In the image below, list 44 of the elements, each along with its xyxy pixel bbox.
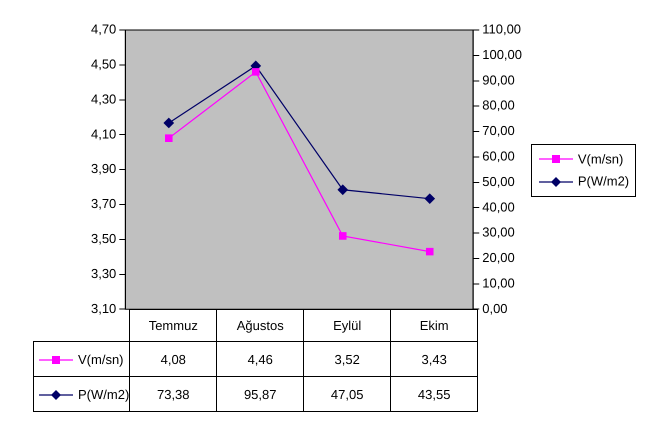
y2-tick-label: 60,00 [482,148,515,164]
y-tick-label: 4,70 [90,22,116,37]
x-tick-label: Temmuz [130,310,217,342]
text: P(W/m2) [78,387,130,402]
y2-tick-label: 110,00 [482,22,522,37]
y2-tick-label: 30,00 [482,224,515,240]
text: 95,87 [244,386,276,402]
x-tick-label: Ağustos [216,310,304,342]
y-tick-label: 3,10 [90,300,116,316]
y2-tick-label: 40,00 [482,199,515,214]
point [165,134,173,142]
legend-label: P(W/m2) [578,174,630,189]
legend-label: V(m/sn) [78,352,124,368]
y2-tick-label: 0,00 [482,300,508,316]
point [424,194,435,204]
text: 3,52 [334,352,360,367]
y-tick-label: 4,30 [90,91,116,106]
y2-tick-label: 90,00 [482,72,515,88]
text: 47,05 [330,386,364,402]
x-tick-label: Ekim [390,310,478,342]
y2-tick-label: 80,00 [482,98,515,113]
y2-tick-label: 100,00 [482,46,522,62]
y-tick-label: 3,70 [90,196,116,212]
y2-tick-label: 70,00 [482,123,515,138]
text: 43,55 [418,386,450,402]
text: 4,08 [160,352,186,367]
point [252,68,260,76]
y-tick-label: 4,50 [90,56,116,72]
point [338,232,347,240]
y-tick-label: 3,50 [90,230,116,246]
text: 73,38 [156,386,190,402]
y-tick-label: 4,10 [90,126,116,142]
y-tick-label: 3,30 [90,266,116,281]
x-tick-label: Eylül [304,310,391,342]
point [338,184,348,195]
y2-tick-label: 10,00 [482,275,515,290]
y2-tick-label: 50,00 [482,174,515,189]
y-tick-label: 3,90 [90,161,116,176]
text: V(m/sn) [578,151,624,166]
text: 4,46 [248,352,273,367]
point [426,248,434,256]
point [164,118,174,128]
text: 3,43 [422,352,447,367]
y2-tick-label: 20,00 [482,250,515,266]
